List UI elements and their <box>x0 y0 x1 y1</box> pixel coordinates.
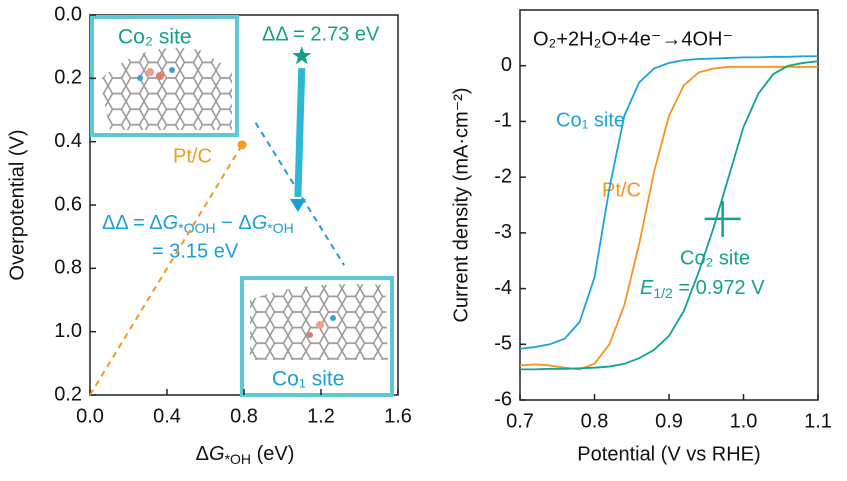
x-axis-label: ΔG*OH (eV) <box>196 443 295 466</box>
annotation: ΔΔ = 2.73 eV <box>262 23 380 45</box>
x-tick-label: 0.7 <box>506 410 534 432</box>
formula-part: *OOH <box>178 220 215 236</box>
trend-line <box>254 122 345 266</box>
formula-part: G <box>252 212 268 234</box>
series-label: Co₁ site <box>556 109 625 131</box>
y-tick-label: 0.4 <box>54 130 82 152</box>
label-part: G <box>209 443 225 465</box>
arrow <box>294 68 306 198</box>
x-tick-label: 1.2 <box>307 405 335 427</box>
x-tick-label: 1.0 <box>730 410 758 432</box>
formula-part: − Δ <box>216 212 252 234</box>
x-axis-label: Potential (V vs RHE) <box>577 443 760 465</box>
y-tick-label: 0.2 <box>54 383 82 405</box>
chart-title: O₂+2H₂O+4e⁻→4OH⁻ <box>533 28 733 50</box>
series-line <box>520 60 819 371</box>
label-part: E <box>640 277 654 299</box>
x-tick-label: 1.1 <box>804 410 832 432</box>
plot-frame <box>519 9 819 401</box>
y-tick-label: 0.2 <box>54 67 82 89</box>
annotation: E1/2 = 0.972 V <box>640 277 765 300</box>
point <box>289 199 306 212</box>
label-part: 1/2 <box>653 285 673 301</box>
x-tick-label: 1.6 <box>384 405 412 427</box>
label-part: = 0.972 V <box>673 277 765 299</box>
x-tick-label: 0.4 <box>153 405 181 427</box>
y-tick-label: -2 <box>494 165 512 187</box>
annotation: ΔΔ = ΔG*OOH − ΔG*OH <box>102 212 294 235</box>
y-tick-label: 0.6 <box>54 193 82 215</box>
label-part: Δ <box>196 443 209 465</box>
point <box>292 46 312 65</box>
annotation: Pt/C <box>173 145 212 167</box>
formula-part: *OH <box>267 220 293 236</box>
inset-label: Co₁ site <box>272 368 344 391</box>
inset-co2 <box>90 15 239 137</box>
y-axis-label: Overpotential (V) <box>6 129 28 280</box>
series-label: Pt/C <box>602 179 641 201</box>
x-tick-label: 0.8 <box>230 405 258 427</box>
trend-line <box>89 144 243 396</box>
inset-co1 <box>240 276 394 397</box>
x-tick-label: 0.9 <box>655 410 683 432</box>
y-tick-label: -5 <box>494 333 512 355</box>
y-tick-label: -6 <box>494 388 512 410</box>
y-tick-label: 1.0 <box>54 320 82 342</box>
label-part: *OH <box>225 451 251 467</box>
inset-label: Co₂ site <box>118 26 192 49</box>
formula-part: G <box>163 212 179 234</box>
point <box>237 140 247 150</box>
formula-part: ΔΔ = Δ <box>102 212 163 234</box>
y-tick-label: 0 <box>501 54 512 76</box>
label-part: (eV) <box>251 443 294 465</box>
y-tick-label: -1 <box>494 110 512 132</box>
y-tick-label: 0.0 <box>54 3 82 25</box>
y-tick-label: -4 <box>494 277 512 299</box>
x-tick-label: 0.8 <box>581 410 609 432</box>
y-tick-label: 0.8 <box>54 257 82 279</box>
y-tick-label: -3 <box>494 221 512 243</box>
series-line <box>519 55 818 350</box>
y-axis-label: Current density (mA·cm⁻²) <box>450 87 472 322</box>
annotation: = 3.15 eV <box>152 240 239 262</box>
series-label: Co₂ site <box>680 247 750 269</box>
x-tick-label: 0.0 <box>76 405 104 427</box>
